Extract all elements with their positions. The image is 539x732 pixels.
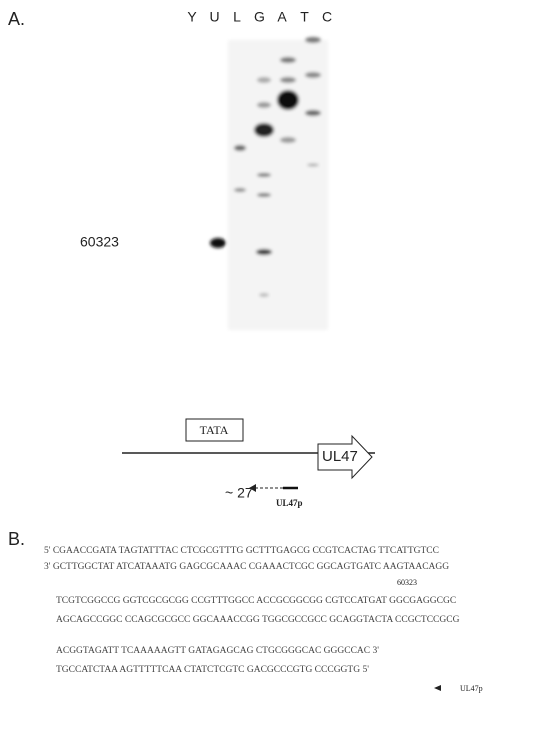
promoter-box xyxy=(185,418,244,442)
panel-label: A. xyxy=(8,9,25,29)
arrowhead xyxy=(434,685,441,691)
lane-label: G xyxy=(254,9,265,25)
lane-label: Y xyxy=(187,9,197,25)
promoter-label: TATA xyxy=(200,423,229,437)
arrowhead xyxy=(249,484,256,492)
sequence-line: AGCAGCCGGC CCAGCGCGCC GGCAAACCGG TGGCGCC… xyxy=(56,615,460,625)
sequence-line: 5' CGAACCGATA TAGTATTTAC CTCGCGTTTG GCTT… xyxy=(44,546,439,556)
lane-label: T xyxy=(300,9,309,25)
lane-label: U xyxy=(209,9,219,25)
marker-label: 60323 xyxy=(80,234,119,250)
gel xyxy=(210,37,328,330)
gene-label: UL47 xyxy=(322,448,358,465)
sequence-line: ACGGTAGATT TCAAAAAGTT GATAGAGCAG CTGCGGG… xyxy=(56,646,379,656)
sequence-line: 3' GCTTGGCTAT ATCATAAATG GAGCGCAAAC CGAA… xyxy=(44,562,449,572)
panel-label: B. xyxy=(8,529,25,549)
marker-label: 60323 xyxy=(397,578,417,587)
sequence-line: TCGTCGGCCG GGTCGCGCGG CCGTTTGGCC ACCGCGG… xyxy=(56,596,456,606)
primer-label: UL47p xyxy=(460,684,483,693)
gene-arrow xyxy=(317,434,373,480)
lane-label: C xyxy=(322,9,332,25)
primer-label: UL47p xyxy=(276,498,303,508)
sequence: 5' CGAACCGATA TAGTATTTAC CTCGCGTTTG GCTT… xyxy=(44,546,460,675)
lane-label: L xyxy=(233,9,241,25)
position-label: ~ 27 xyxy=(225,485,253,501)
sequence-line: TGCCATCTAA AGTTTTTCAA CTATCTCGTC GACGCCC… xyxy=(56,665,369,675)
lane-label: A xyxy=(277,9,287,25)
